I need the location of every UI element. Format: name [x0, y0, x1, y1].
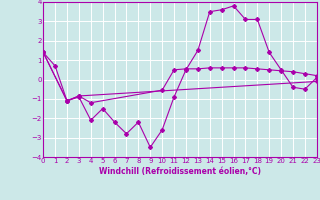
X-axis label: Windchill (Refroidissement éolien,°C): Windchill (Refroidissement éolien,°C): [99, 167, 261, 176]
